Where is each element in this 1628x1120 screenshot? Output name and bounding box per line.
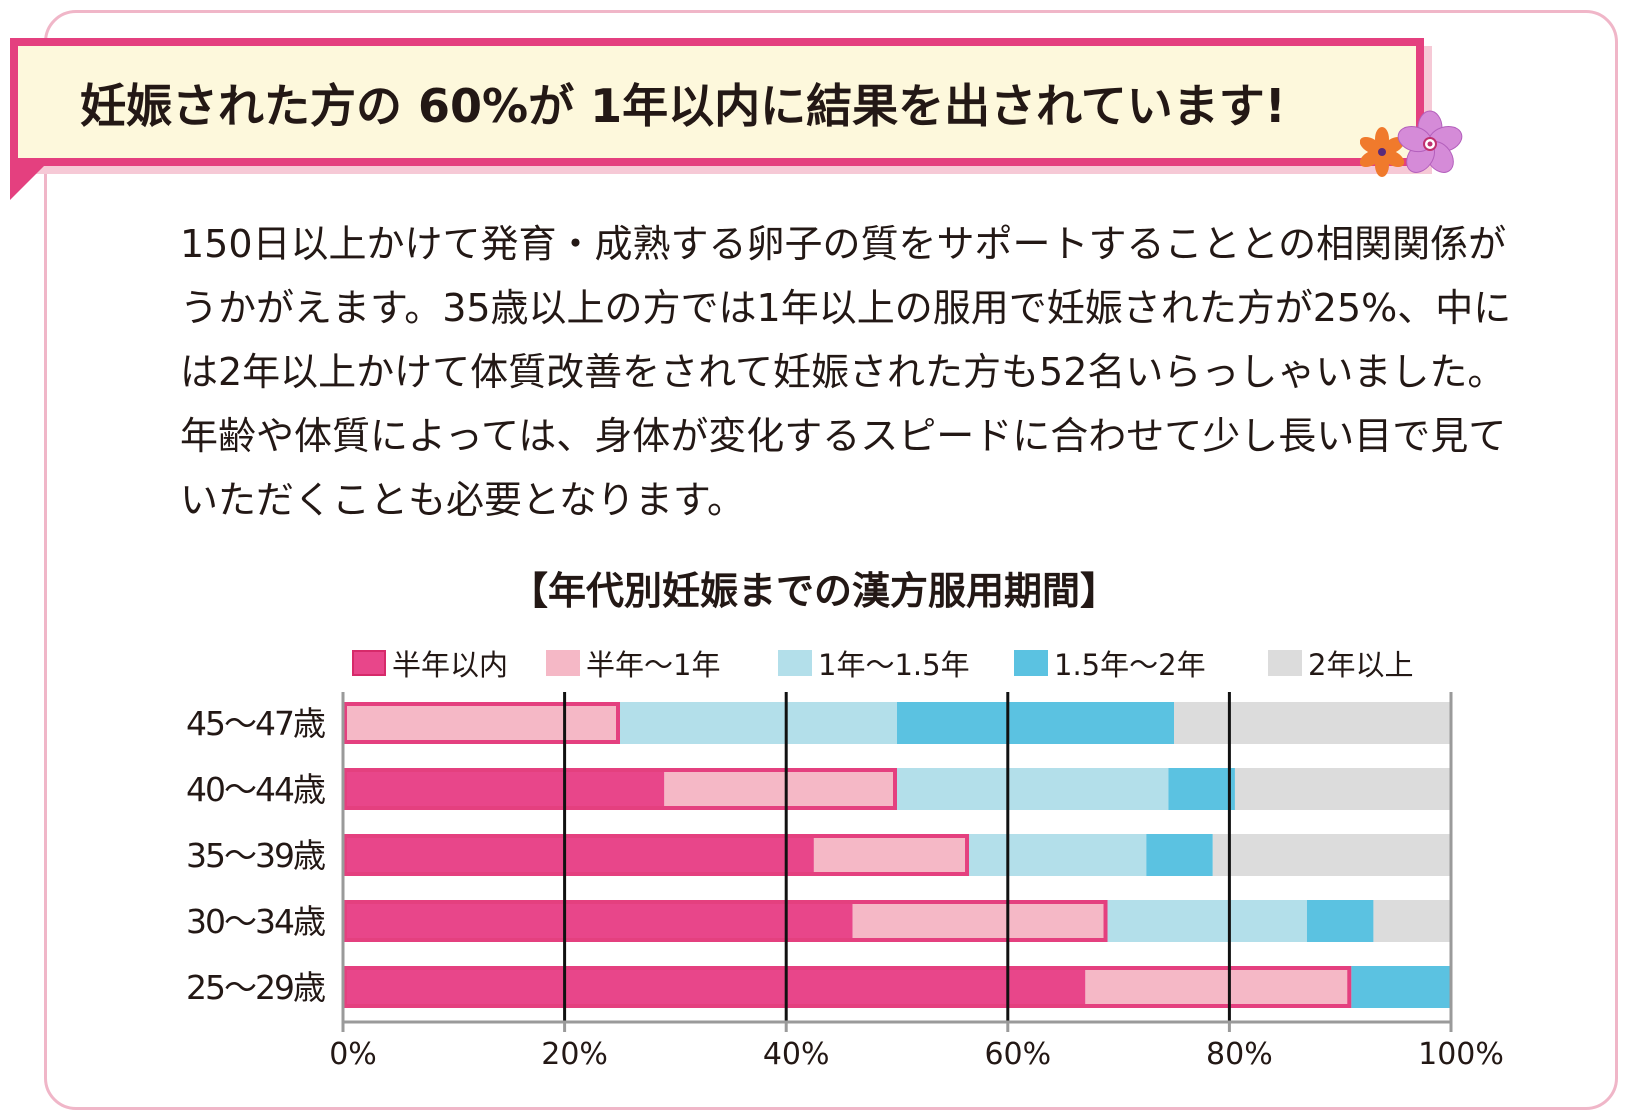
category-label: 45〜47歳 xyxy=(186,704,325,743)
within-one-year-outline xyxy=(343,834,970,876)
bar-segment xyxy=(620,702,897,744)
description-line: は2年以上かけて体質改善をされて妊娠された方も52名いらっしゃいました。 xyxy=(180,350,1506,394)
bar-segment xyxy=(1212,834,1451,876)
legend-item: 2年以上 xyxy=(1268,642,1413,684)
flower-decoration xyxy=(1360,110,1463,177)
bar-segment xyxy=(1107,900,1307,942)
legend-label: 1年〜1.5年 xyxy=(818,648,970,682)
bar-segment xyxy=(1234,768,1451,810)
bar-segment xyxy=(1351,966,1451,1008)
bar-segment xyxy=(343,966,1086,1008)
bar-segment xyxy=(1146,834,1213,876)
description-line: いただくことも必要となります。 xyxy=(180,478,746,522)
x-tick-label: 100% xyxy=(1418,1037,1504,1072)
legend-swatch xyxy=(1268,650,1302,676)
bar-segment xyxy=(343,702,620,744)
chart-title: 【年代別妊娠までの漢方服用期間】 xyxy=(509,569,1118,613)
legend-label: 半年以内 xyxy=(392,648,509,682)
legend-label: 2年以上 xyxy=(1308,648,1414,682)
bar-segment xyxy=(1306,900,1374,942)
bar-segment xyxy=(343,900,853,942)
bar-segment xyxy=(897,702,1174,744)
orange-flower-icon xyxy=(1360,127,1405,177)
bar-segment xyxy=(343,834,814,876)
category-label: 25〜29歳 xyxy=(186,968,325,1007)
x-tick-label: 0% xyxy=(329,1037,377,1072)
legend-item: 1年〜1.5年 xyxy=(778,642,970,684)
description-text: 150日以上かけて発育・成熟する卵子の質をサポートすることとの相関関係が うかが… xyxy=(180,212,1512,532)
within-one-year-outline xyxy=(343,966,1352,1008)
bar-segment xyxy=(1174,702,1451,744)
x-tick-label: 60% xyxy=(984,1037,1051,1072)
banner-tail xyxy=(10,166,44,200)
chart-legend: 半年以内 半年〜1年 1年〜1.5年 1.5年〜2年 2年以上 xyxy=(0,642,1628,682)
purple-flower-icon xyxy=(1397,110,1463,173)
bar-segment xyxy=(813,834,970,876)
title-banner: 妊娠された方の 60%が 1年以内に結果を出されています! xyxy=(10,38,1424,166)
description-line: 年齢や体質によっては、身体が変化するスピードに合わせて少し長い目で見て xyxy=(180,414,1507,458)
x-tick-label: 80% xyxy=(1206,1037,1273,1072)
legend-label: 半年〜1年 xyxy=(586,648,721,682)
bar-segment xyxy=(1168,768,1235,810)
page-title: 妊娠された方の 60%が 1年以内に結果を出されています! xyxy=(80,79,1286,133)
legend-item: 1.5年〜2年 xyxy=(1014,642,1206,684)
within-one-year-outline xyxy=(343,900,1108,942)
legend-label: 1.5年〜2年 xyxy=(1054,648,1206,682)
legend-item: 半年〜1年 xyxy=(546,642,720,684)
description-line: 150日以上かけて発育・成熟する卵子の質をサポートすることとの相関関係が xyxy=(180,222,1507,266)
legend-swatch xyxy=(1014,650,1048,676)
bar-segment xyxy=(897,768,1169,810)
category-label: 35〜39歳 xyxy=(186,836,325,875)
category-label: 30〜34歳 xyxy=(186,902,325,941)
x-tick-label: 40% xyxy=(763,1037,830,1072)
within-one-year-outline xyxy=(343,768,897,810)
description-line: うかがえます。35歳以上の方では1年以上の服用で妊娠された方が25%、中に xyxy=(180,286,1512,330)
legend-item: 半年以内 xyxy=(352,642,508,684)
bar-segment xyxy=(1373,900,1451,942)
category-label: 40〜44歳 xyxy=(186,770,325,809)
bar-segment xyxy=(852,900,1108,942)
legend-swatch xyxy=(778,650,812,676)
within-one-year-outline xyxy=(343,702,620,744)
bar-segment xyxy=(969,834,1147,876)
x-tick-label: 20% xyxy=(541,1037,608,1072)
legend-swatch xyxy=(352,650,386,676)
bar-segment xyxy=(664,768,897,810)
bar-segment xyxy=(343,768,665,810)
legend-swatch xyxy=(546,650,580,676)
bar-segment xyxy=(1085,966,1352,1008)
